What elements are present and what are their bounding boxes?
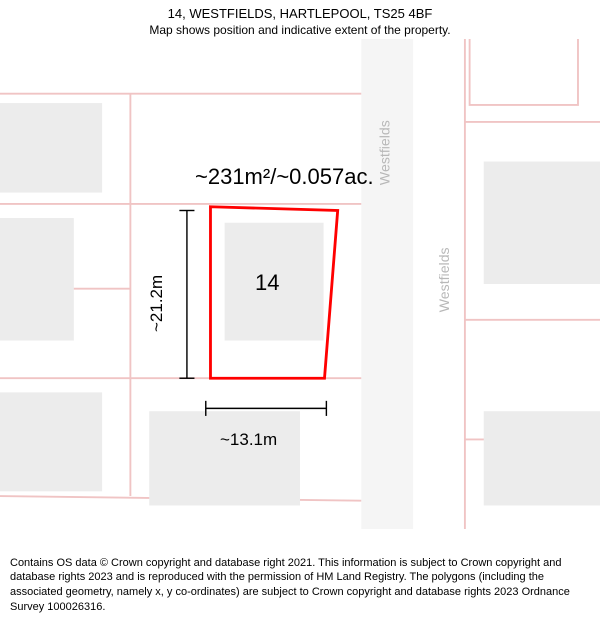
header: 14, WESTFIELDS, HARTLEPOOL, TS25 4BF Map… — [0, 0, 600, 39]
building-outline — [470, 39, 578, 105]
area-label: ~231m²/~0.057ac. — [195, 164, 374, 190]
road-label: Westfields — [377, 120, 393, 185]
road-label: Westfields — [436, 247, 452, 312]
building — [0, 218, 74, 340]
building — [149, 411, 300, 505]
width-dimension-label: ~13.1m — [220, 430, 277, 450]
page-title: 14, WESTFIELDS, HARTLEPOOL, TS25 4BF — [10, 6, 590, 21]
building — [484, 162, 600, 285]
page-subtitle: Map shows position and indicative extent… — [10, 23, 590, 37]
property-map: Westfields Westfields — [0, 39, 600, 529]
copyright-footer: Contains OS data © Crown copyright and d… — [0, 550, 600, 625]
building — [0, 103, 102, 193]
map-container: Westfields Westfields ~231m²/~0.057ac. 14… — [0, 39, 600, 529]
house-number-label: 14 — [255, 270, 279, 296]
building — [484, 411, 600, 505]
building — [0, 392, 102, 491]
road — [361, 39, 413, 529]
height-dimension-label: ~21.2m — [147, 275, 167, 332]
